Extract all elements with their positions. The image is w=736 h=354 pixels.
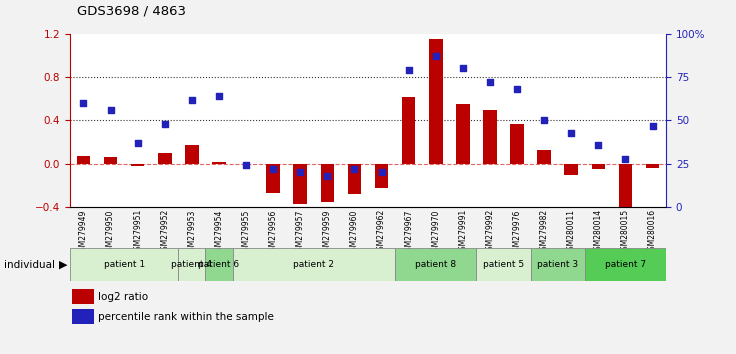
Text: GSM279982: GSM279982 (539, 209, 548, 255)
Text: patient 3: patient 3 (537, 260, 578, 269)
Bar (70, 248, 178, 281)
Text: patient 4: patient 4 (171, 260, 213, 269)
Text: ▶: ▶ (59, 259, 68, 270)
Point (159, 121, 171, 127)
Bar (395, 248, 476, 281)
Point (322, 173, 333, 179)
Point (267, 166, 279, 172)
Bar (483, 109, 497, 164)
Bar (347, 164, 361, 194)
Point (538, 118, 550, 123)
Text: GSM280014: GSM280014 (594, 209, 603, 255)
Bar (321, 164, 334, 202)
Text: GSM279953: GSM279953 (188, 209, 197, 256)
Bar (294, 164, 307, 204)
Text: GSM279976: GSM279976 (512, 209, 522, 256)
Point (647, 123, 659, 129)
Bar (178, 248, 205, 281)
Point (620, 156, 631, 161)
Text: individual: individual (4, 259, 58, 270)
Bar (72, 289, 94, 304)
Point (213, 93, 225, 99)
Bar (619, 164, 632, 220)
Bar (266, 164, 280, 193)
Text: GDS3698 / 4863: GDS3698 / 4863 (77, 5, 186, 18)
Bar (537, 150, 551, 164)
Point (430, 53, 442, 59)
Text: GSM279954: GSM279954 (214, 209, 224, 256)
Point (186, 97, 198, 102)
Text: patient 2: patient 2 (294, 260, 334, 269)
Text: patient 6: patient 6 (199, 260, 239, 269)
Point (349, 166, 361, 172)
Text: GSM279956: GSM279956 (269, 209, 277, 256)
Bar (531, 248, 585, 281)
Bar (402, 97, 415, 164)
Point (592, 142, 604, 148)
Text: patient 5: patient 5 (483, 260, 524, 269)
Bar (592, 164, 605, 169)
Point (77, 100, 89, 106)
Point (484, 79, 496, 85)
Point (240, 162, 252, 168)
Text: patient 7: patient 7 (605, 260, 646, 269)
Bar (510, 124, 524, 164)
Text: GSM279967: GSM279967 (404, 209, 413, 256)
Text: GSM280011: GSM280011 (567, 209, 576, 255)
Text: GSM279951: GSM279951 (133, 209, 142, 255)
Bar (158, 153, 171, 164)
Text: patient 1: patient 1 (104, 260, 145, 269)
Text: GSM280015: GSM280015 (621, 209, 630, 255)
Bar (645, 164, 659, 168)
Point (565, 130, 577, 135)
Bar (233, 248, 395, 281)
Bar (375, 164, 389, 188)
Bar (565, 164, 578, 175)
Text: GSM279950: GSM279950 (106, 209, 115, 256)
Text: GSM279955: GSM279955 (241, 209, 250, 256)
Point (375, 170, 387, 175)
Bar (185, 145, 199, 164)
Bar (456, 104, 470, 164)
Text: GSM279959: GSM279959 (323, 209, 332, 256)
Text: GSM279957: GSM279957 (296, 209, 305, 256)
Text: GSM279949: GSM279949 (79, 209, 88, 256)
Point (457, 65, 469, 71)
Point (403, 67, 414, 73)
Text: GSM279992: GSM279992 (486, 209, 495, 255)
Text: GSM279962: GSM279962 (377, 209, 386, 255)
Point (105, 107, 116, 113)
Point (294, 170, 306, 175)
Text: GSM280016: GSM280016 (648, 209, 657, 255)
Bar (205, 248, 233, 281)
Bar (104, 157, 117, 164)
Text: GSM279952: GSM279952 (160, 209, 169, 255)
Text: GSM279970: GSM279970 (431, 209, 440, 256)
Bar (585, 248, 666, 281)
Point (132, 140, 144, 146)
Bar (212, 161, 226, 164)
Bar (429, 39, 442, 164)
Bar (77, 156, 91, 164)
Text: percentile rank within the sample: percentile rank within the sample (97, 312, 273, 322)
Point (512, 86, 523, 92)
Text: log2 ratio: log2 ratio (97, 292, 148, 302)
Text: GSM279991: GSM279991 (459, 209, 467, 255)
Text: GSM279960: GSM279960 (350, 209, 359, 256)
Text: patient 8: patient 8 (415, 260, 456, 269)
Bar (131, 164, 144, 166)
Bar (72, 309, 94, 324)
Bar (476, 248, 531, 281)
